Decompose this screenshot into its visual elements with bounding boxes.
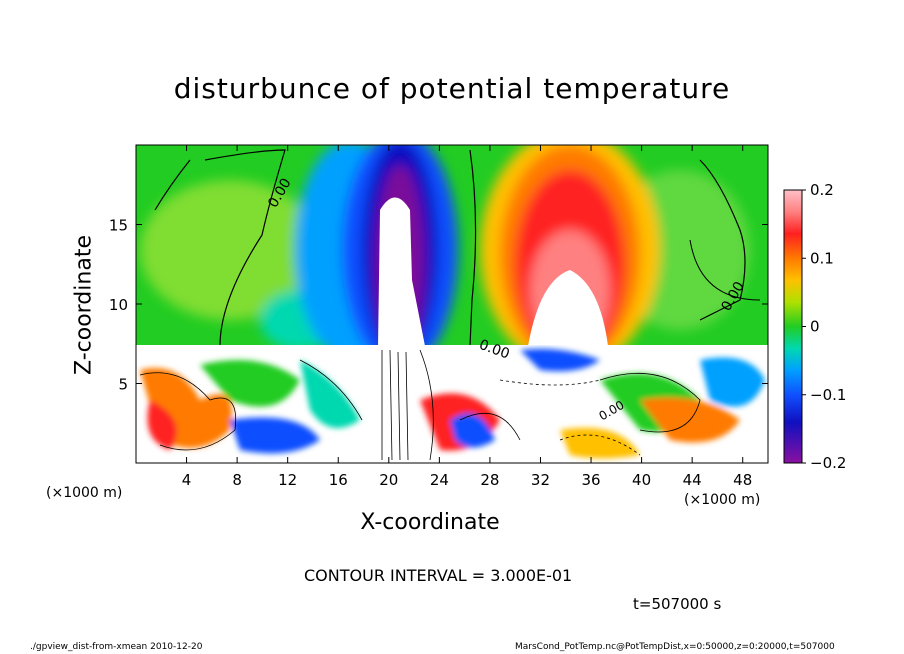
x-axis: 4 8 12 16 20 24 28 32 36 40 44 48 <box>182 145 752 489</box>
colorbar <box>783 189 803 464</box>
field-upper <box>136 145 768 346</box>
y-axis: 5 10 15 <box>109 217 768 394</box>
colorbar-axis: 0.2 0.1 0 −0.1 −0.2 <box>802 181 846 472</box>
colorbar-tick-label: 0.1 <box>810 249 834 267</box>
field-lower <box>136 345 768 463</box>
colorbar-tick-label: 0 <box>810 318 820 336</box>
x-unit-label-left: (×1000 m) <box>46 485 123 501</box>
colorbar-tick-label: −0.1 <box>810 386 846 404</box>
x-tick-label: 28 <box>480 471 499 489</box>
x-tick-label: 20 <box>379 471 398 489</box>
colorbar-tick-label: −0.2 <box>810 454 846 472</box>
x-tick-label: 44 <box>683 471 702 489</box>
y-tick-label: 5 <box>118 376 128 394</box>
x-tick-label: 40 <box>632 471 651 489</box>
x-tick-label: 32 <box>531 471 550 489</box>
x-tick-label: 4 <box>182 471 192 489</box>
x-tick-label: 16 <box>329 471 348 489</box>
x-tick-label: 24 <box>430 471 449 489</box>
y-tick-label: 15 <box>109 217 128 235</box>
chart-title: disturbunce of potential temperature <box>173 72 731 105</box>
x-axis-label: X-coordinate <box>360 510 500 535</box>
x-tick-label: 12 <box>278 471 297 489</box>
x-unit-label-right: (×1000 m) <box>684 492 761 508</box>
time-label: t=507000 s <box>633 595 722 613</box>
x-tick-label: 48 <box>733 471 752 489</box>
footer-right: MarsCond_PotTemp.nc@PotTempDist,x=0:5000… <box>515 642 835 652</box>
contour-interval: CONTOUR INTERVAL = 3.000E-01 <box>304 566 573 585</box>
colorbar-tick-label: 0.2 <box>810 181 834 199</box>
y-axis-label: Z-coordinate <box>71 235 97 375</box>
footer-left: ./gpview_dist-from-xmean 2010-12-20 <box>30 642 203 652</box>
y-tick-label: 10 <box>109 296 128 314</box>
x-tick-label: 36 <box>581 471 600 489</box>
x-tick-label: 8 <box>232 471 242 489</box>
